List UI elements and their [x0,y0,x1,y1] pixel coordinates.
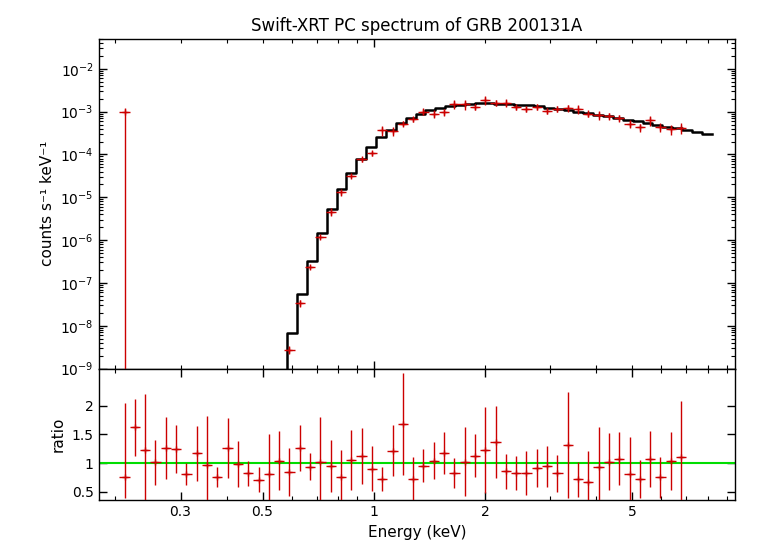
Title: Swift-XRT PC spectrum of GRB 200131A: Swift-XRT PC spectrum of GRB 200131A [251,17,583,34]
X-axis label: Energy (keV): Energy (keV) [368,525,466,540]
Y-axis label: ratio: ratio [51,417,66,452]
Y-axis label: counts s⁻¹ keV⁻¹: counts s⁻¹ keV⁻¹ [39,141,55,266]
